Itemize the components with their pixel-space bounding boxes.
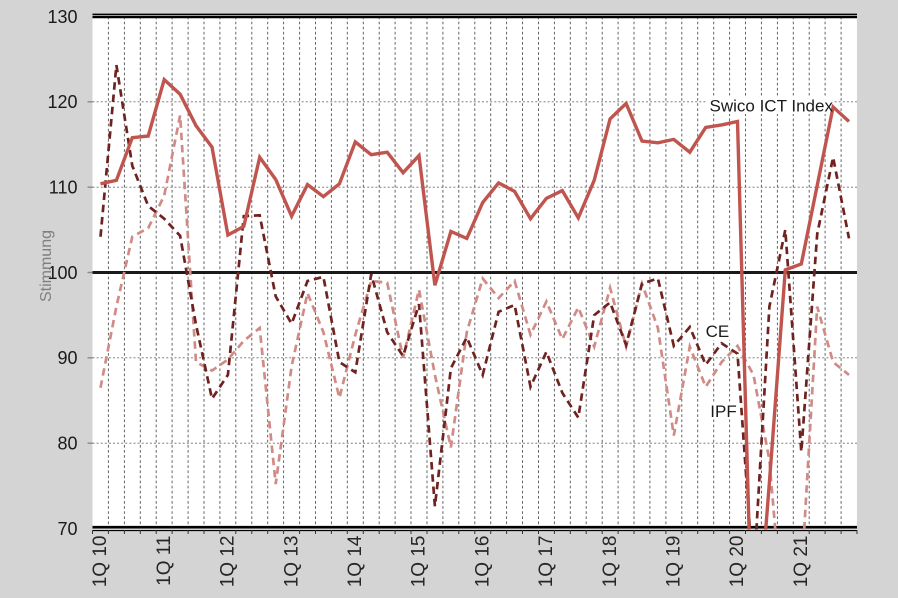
svg-text:IPF: IPF [710, 402, 736, 421]
svg-text:1Q 15: 1Q 15 [409, 536, 430, 588]
svg-text:Stimmung: Stimmung [38, 230, 55, 302]
svg-text:Swico ICT Index: Swico ICT Index [710, 97, 834, 116]
svg-text:110: 110 [49, 178, 78, 198]
svg-text:1Q 16: 1Q 16 [472, 536, 493, 588]
svg-text:1Q 13: 1Q 13 [281, 536, 302, 588]
svg-text:1Q 11: 1Q 11 [154, 536, 175, 586]
svg-text:1Q 14: 1Q 14 [345, 535, 366, 587]
svg-text:1Q 18: 1Q 18 [600, 536, 621, 588]
svg-text:130: 130 [47, 7, 77, 27]
svg-text:100: 100 [47, 263, 77, 283]
svg-text:120: 120 [47, 92, 77, 112]
svg-text:90: 90 [57, 348, 77, 368]
svg-text:1Q 21: 1Q 21 [791, 536, 812, 588]
svg-text:CE: CE [706, 322, 730, 341]
svg-text:70: 70 [57, 519, 77, 539]
svg-text:80: 80 [57, 434, 77, 454]
svg-text:1Q 17: 1Q 17 [536, 536, 557, 588]
svg-text:1Q 19: 1Q 19 [664, 536, 685, 588]
svg-text:1Q 20: 1Q 20 [727, 536, 748, 588]
svg-text:1Q 12: 1Q 12 [218, 536, 239, 588]
svg-text:1Q 10: 1Q 10 [90, 536, 111, 588]
